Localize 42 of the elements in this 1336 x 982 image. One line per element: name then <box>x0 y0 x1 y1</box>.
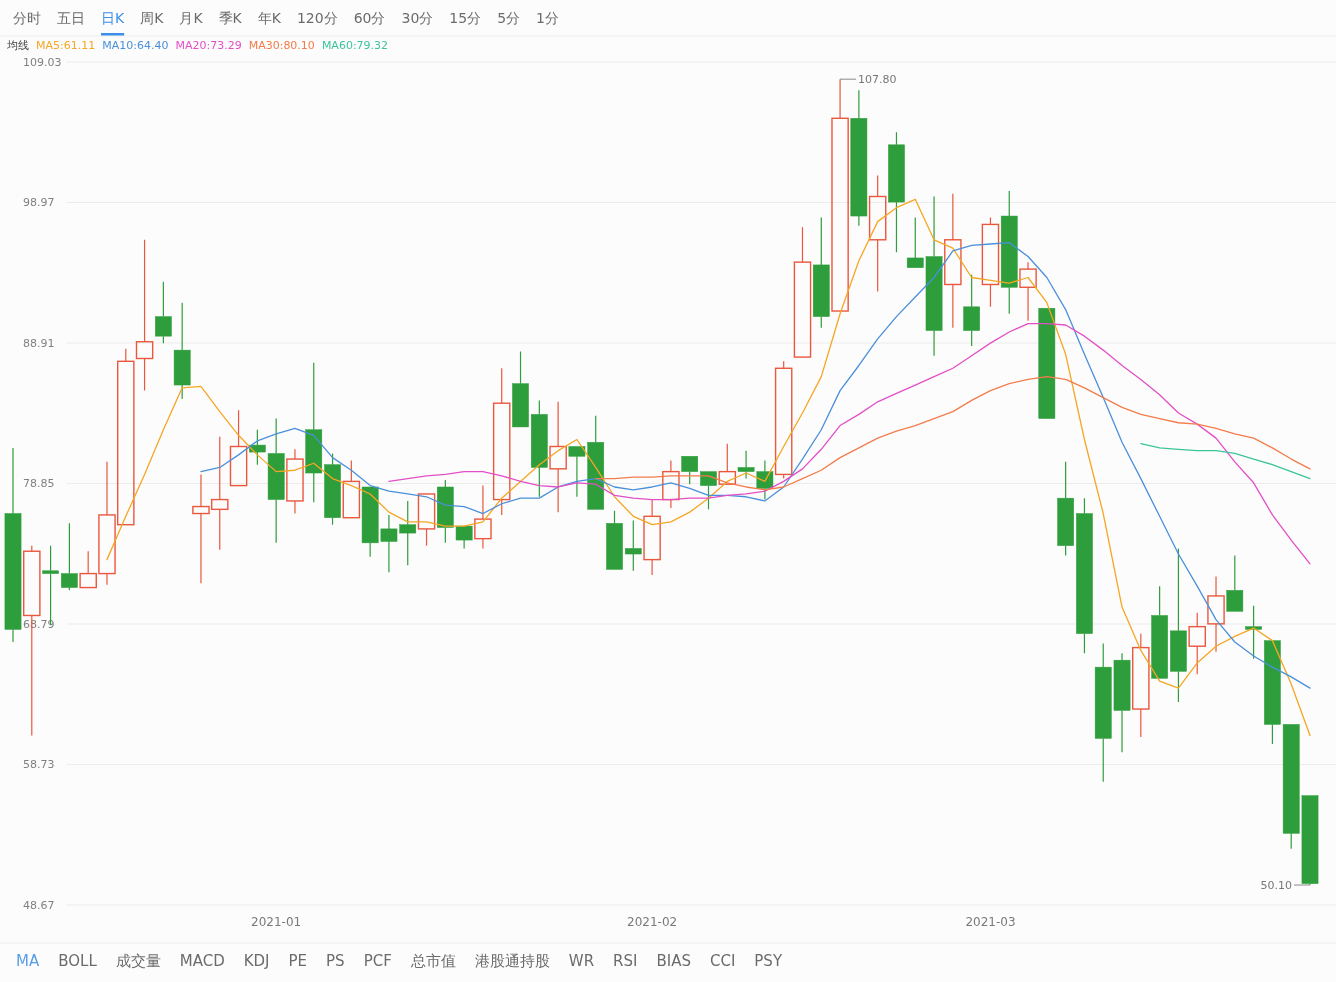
category-label: PE <box>288 952 308 970</box>
category-label: BIAS <box>656 952 691 970</box>
category-label: 年K <box>257 10 282 26</box>
x-tick-label: 2021-01 <box>251 915 302 929</box>
y-tick-label: 48.67 <box>23 898 55 912</box>
y-tick-label: 88.91 <box>23 336 55 350</box>
category-label: WR <box>568 952 595 970</box>
category-label: 分时 <box>13 10 41 26</box>
x-tick-label: 2021-03 <box>965 915 1016 929</box>
category-label: 月K <box>179 10 204 26</box>
category-label: KDJ <box>243 952 270 970</box>
annotation: 107.80 <box>858 72 897 86</box>
y-tick-label: 58.73 <box>23 758 55 771</box>
category-label: PSY <box>754 952 783 970</box>
annotation: 50.10 <box>1260 878 1311 892</box>
y-tick-label: 98.97 <box>23 196 55 209</box>
category-label: 五日 <box>57 10 85 26</box>
category-label: 日K <box>101 10 125 26</box>
category-label: 1分 <box>536 10 559 26</box>
category-label: CCI <box>709 952 736 970</box>
category-label: 总市值 <box>409 952 456 970</box>
annotation: 107.80 <box>839 72 897 86</box>
legend: 均线 MA5:61.11 MA10:64.40 MA20:73.29 MA30:80.10 MA60:79.32 <box>7 38 389 52</box>
category-label: MACD <box>179 952 225 970</box>
category-label: 季K <box>218 10 243 26</box>
category-label: MA <box>16 952 40 970</box>
category-label: 成交量 <box>115 952 161 970</box>
category-label: 15分 <box>449 10 482 26</box>
category-label: 30分 <box>401 10 434 26</box>
category-label: 5分 <box>497 10 521 26</box>
category-label: 60分 <box>353 10 386 26</box>
category-label: PS <box>326 952 345 970</box>
category-label: 港股通持股 <box>474 952 550 970</box>
category-label: PCF <box>363 952 392 970</box>
annotation: 50.10 <box>1260 878 1292 892</box>
category-label: 120分 <box>296 10 338 26</box>
x-tick-label: 2021-02 <box>627 915 678 929</box>
category-label: BOLL <box>58 952 98 970</box>
y-tick-label: 109.03 <box>23 55 62 69</box>
category-label: 周K <box>140 10 165 26</box>
category-label: RSI <box>613 952 638 970</box>
y-tick-label: 78.85 <box>23 477 55 490</box>
